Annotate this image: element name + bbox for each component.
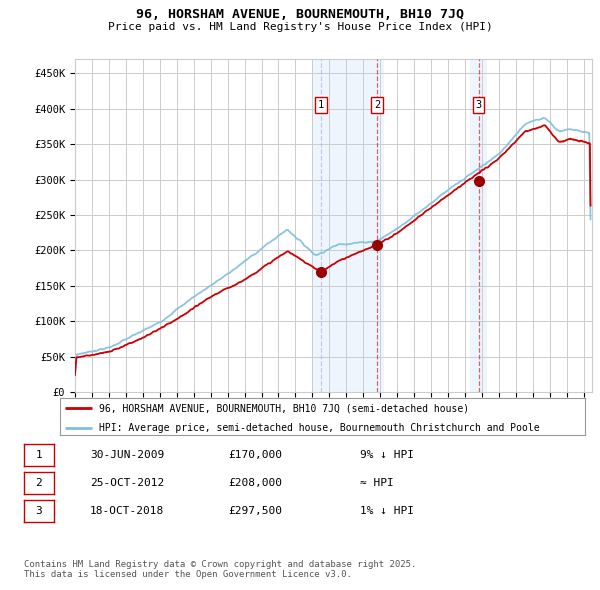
Text: 3: 3 bbox=[475, 100, 482, 110]
Text: 25-OCT-2012: 25-OCT-2012 bbox=[90, 478, 164, 488]
Text: £170,000: £170,000 bbox=[228, 450, 282, 460]
Text: 18-OCT-2018: 18-OCT-2018 bbox=[90, 506, 164, 516]
Text: 96, HORSHAM AVENUE, BOURNEMOUTH, BH10 7JQ: 96, HORSHAM AVENUE, BOURNEMOUTH, BH10 7J… bbox=[136, 8, 464, 21]
Text: HPI: Average price, semi-detached house, Bournemouth Christchurch and Poole: HPI: Average price, semi-detached house,… bbox=[100, 423, 540, 433]
Text: Contains HM Land Registry data © Crown copyright and database right 2025.
This d: Contains HM Land Registry data © Crown c… bbox=[24, 560, 416, 579]
Text: Price paid vs. HM Land Registry's House Price Index (HPI): Price paid vs. HM Land Registry's House … bbox=[107, 22, 493, 32]
Text: ≈ HPI: ≈ HPI bbox=[360, 478, 394, 488]
Text: 1% ↓ HPI: 1% ↓ HPI bbox=[360, 506, 414, 516]
Text: 2: 2 bbox=[35, 478, 43, 488]
Bar bbox=[470, 59, 487, 392]
Bar bbox=[313, 59, 383, 392]
Text: 96, HORSHAM AVENUE, BOURNEMOUTH, BH10 7JQ (semi-detached house): 96, HORSHAM AVENUE, BOURNEMOUTH, BH10 7J… bbox=[100, 404, 470, 413]
Text: 2: 2 bbox=[374, 100, 380, 110]
Text: 3: 3 bbox=[35, 506, 43, 516]
Text: £297,500: £297,500 bbox=[228, 506, 282, 516]
Text: 1: 1 bbox=[35, 450, 43, 460]
Text: 1: 1 bbox=[318, 100, 324, 110]
Text: 9% ↓ HPI: 9% ↓ HPI bbox=[360, 450, 414, 460]
Text: 30-JUN-2009: 30-JUN-2009 bbox=[90, 450, 164, 460]
Text: £208,000: £208,000 bbox=[228, 478, 282, 488]
